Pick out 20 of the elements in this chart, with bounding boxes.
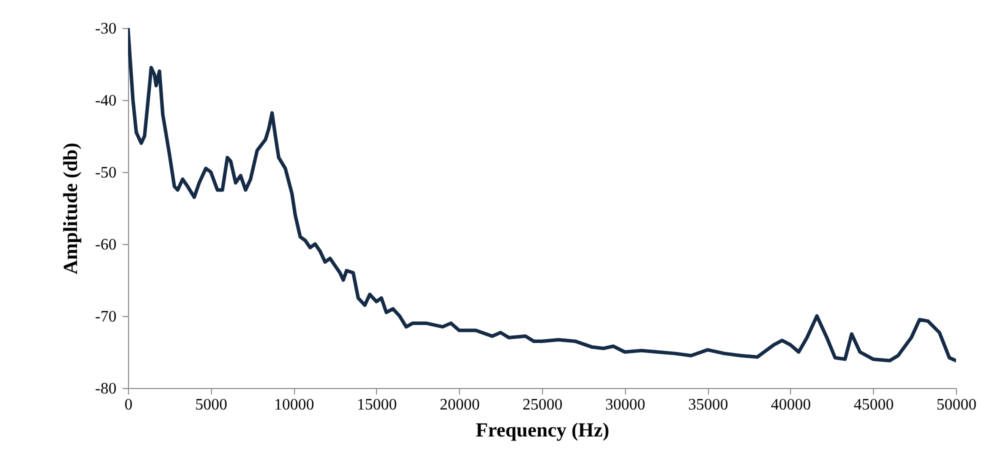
x-tick-label: 35000 <box>688 396 728 414</box>
x-tick-label: 15000 <box>356 396 397 414</box>
x-tick-label: 25000 <box>522 396 562 414</box>
y-tick-label: -60 <box>95 236 116 254</box>
x-axis-title: Frequency (Hz) <box>476 420 610 442</box>
x-tick-label: 40000 <box>770 396 811 414</box>
x-tick-label: 45000 <box>854 396 894 414</box>
y-axis-title: Amplitude (db) <box>60 142 82 274</box>
x-tick-label: 10000 <box>274 396 314 414</box>
x-tick-label: 5000 <box>195 396 228 414</box>
y-tick-label: -30 <box>95 20 116 38</box>
x-tick-label: 0 <box>124 396 132 414</box>
x-tick-label: 50000 <box>936 396 976 414</box>
x-tick-label: 30000 <box>605 396 646 414</box>
y-tick-label: -80 <box>95 380 116 398</box>
y-tick-label: -40 <box>95 92 116 110</box>
y-tick-label: -50 <box>95 164 116 182</box>
y-tick-label: -70 <box>95 308 116 326</box>
line-series <box>128 28 956 362</box>
x-tick-label: 20000 <box>440 396 480 414</box>
